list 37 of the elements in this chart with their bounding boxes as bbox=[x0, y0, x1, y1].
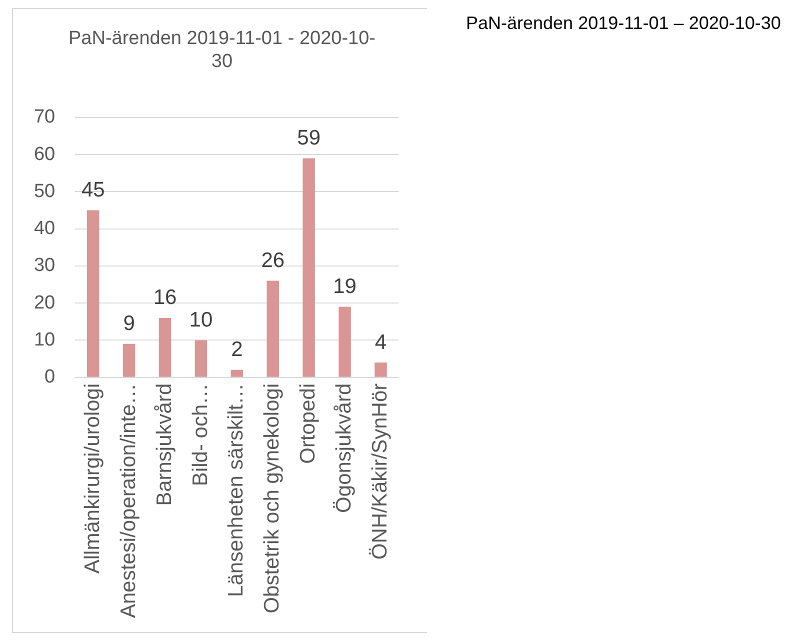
x-tick-label: Ortopedi bbox=[296, 383, 320, 464]
bar bbox=[374, 362, 387, 377]
bar bbox=[194, 340, 208, 377]
data-label: 59 bbox=[297, 126, 321, 150]
y-tick-label: 40 bbox=[34, 218, 56, 240]
x-tick-label: Anestesi/operation/inte… bbox=[116, 383, 140, 618]
bar bbox=[338, 306, 351, 377]
data-label: 19 bbox=[333, 275, 356, 298]
y-tick-label: 20 bbox=[34, 292, 56, 314]
data-label: 9 bbox=[123, 312, 135, 336]
text: PaN-ärenden 2019-11-01 – 2020-10-30 bbox=[466, 13, 781, 34]
y-tick-label: 50 bbox=[34, 180, 56, 202]
bar bbox=[302, 158, 315, 377]
x-tick-label: Barnsjukvård bbox=[152, 383, 176, 506]
x-tick-label: Ögonsjukvård bbox=[332, 383, 356, 513]
bar bbox=[122, 344, 136, 377]
data-label: 4 bbox=[374, 330, 387, 354]
bar bbox=[87, 210, 100, 377]
x-tick-label: Länsenheten särskilt… bbox=[224, 383, 248, 597]
data-label: 45 bbox=[81, 178, 105, 202]
data-label: 2 bbox=[231, 338, 243, 362]
x-tick-label: Bild- och… bbox=[188, 383, 212, 486]
x-tick-label: Obstetrik och gynekologi bbox=[260, 383, 284, 614]
x-tick-label: Allmänkirurgi/urologi bbox=[80, 383, 104, 574]
data-label: 26 bbox=[261, 249, 285, 272]
y-tick-label: 70 bbox=[34, 106, 56, 128]
data-label: 10 bbox=[189, 308, 213, 332]
x-tick-label: ÖNH/Käkir/SynHör bbox=[368, 383, 392, 560]
bar bbox=[158, 318, 172, 377]
y-tick-label: 60 bbox=[34, 144, 56, 165]
y-tick-label: 0 bbox=[44, 366, 56, 388]
bar bbox=[230, 370, 244, 377]
bar bbox=[266, 280, 279, 377]
y-tick-label: 10 bbox=[34, 329, 56, 350]
data-label: 16 bbox=[153, 286, 177, 310]
y-tick-label: 30 bbox=[34, 255, 56, 276]
chart-title: PaN-ärenden 2019-11-01 - 2020-10-30 bbox=[67, 27, 376, 73]
